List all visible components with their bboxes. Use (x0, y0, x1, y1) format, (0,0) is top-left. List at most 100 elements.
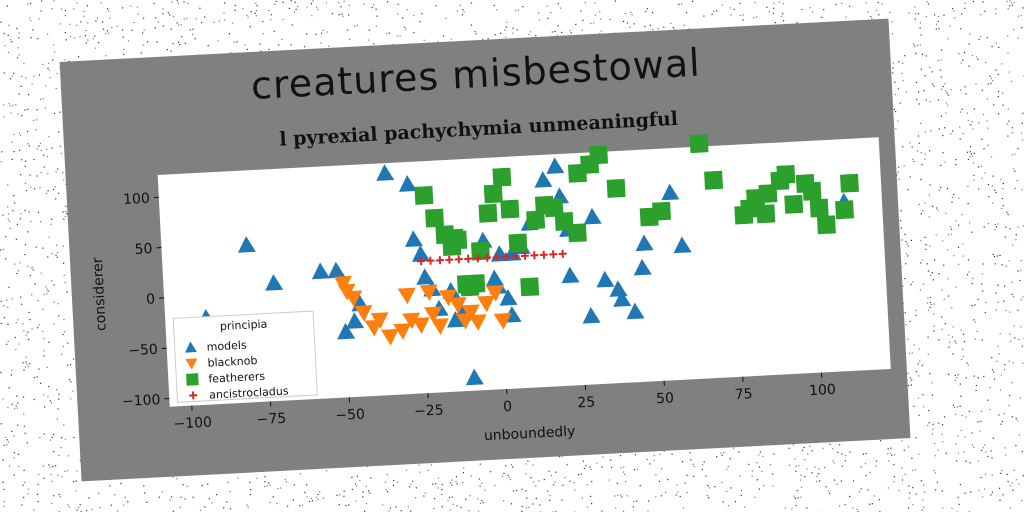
point-models (311, 262, 330, 280)
legend-marker-featherers (186, 373, 199, 386)
point-ancistrocladus (426, 256, 435, 265)
point-ancistrocladus (558, 249, 567, 258)
point-blacknob (397, 287, 416, 305)
point-models (596, 270, 615, 288)
point-models (327, 261, 346, 279)
figure-panel: creatures misbestowal l pyrexial pachych… (59, 18, 911, 482)
point-models (237, 236, 256, 253)
point-models (376, 164, 395, 181)
point-featherers (756, 204, 776, 224)
point-models (613, 290, 632, 307)
point-models (499, 289, 518, 306)
point-featherers (492, 167, 512, 187)
point-blacknob (411, 317, 430, 334)
x-tick-label: 100 (809, 382, 837, 399)
point-blacknob (402, 312, 421, 330)
legend: principia modelsblacknobfeatherersancist… (172, 310, 318, 403)
point-models (416, 268, 435, 285)
point-featherers (483, 184, 503, 204)
point-blacknob (477, 295, 495, 313)
point-models (583, 207, 602, 225)
point-featherers (456, 274, 476, 294)
point-ancistrocladus (473, 254, 482, 263)
y-tick-label: −100 (122, 392, 161, 410)
point-models (561, 266, 580, 284)
point-blacknob (423, 306, 442, 324)
x-tick-label: 0 (503, 399, 513, 415)
point-models (673, 236, 692, 254)
point-blacknob (370, 312, 389, 329)
point-featherers (567, 223, 587, 243)
y-axis-label: considerer (90, 257, 110, 332)
point-featherers (835, 200, 855, 220)
point-featherers (606, 178, 626, 198)
point-blacknob (430, 318, 449, 335)
point-featherers (425, 208, 445, 228)
legend-label-blacknob: blacknob (207, 354, 258, 370)
legend-marker-blacknob (185, 358, 198, 370)
point-featherers (704, 170, 724, 190)
point-models (635, 234, 654, 252)
legend-label-featherers: featherers (208, 370, 266, 386)
point-featherers (544, 198, 564, 218)
point-blacknob (333, 275, 352, 293)
point-models (346, 312, 365, 329)
point-featherers (809, 198, 829, 218)
point-blacknob (354, 305, 373, 322)
point-featherers (589, 145, 609, 165)
point-featherers (445, 228, 465, 248)
point-models (412, 245, 431, 262)
point-featherers (689, 134, 709, 154)
point-featherers (840, 173, 859, 193)
x-tick-label: 75 (734, 386, 753, 403)
point-blacknob (461, 304, 480, 322)
point-blacknob (485, 285, 504, 302)
point-models (626, 302, 645, 320)
point-featherers (414, 185, 434, 205)
point-blacknob (493, 312, 512, 330)
legend-marker-ancistrocladus (189, 391, 198, 400)
y-tick-label: 100 (123, 191, 151, 208)
legend-title: principia (220, 318, 268, 333)
point-ancistrocladus (501, 252, 511, 261)
point-models (465, 368, 484, 386)
point-models (534, 171, 553, 188)
point-ancistrocladus (511, 252, 520, 261)
y-tick-label: 0 (146, 291, 156, 307)
legend-label-ancistrocladus: ancistrocladus (209, 384, 289, 401)
x-axis-label: unboundedly (484, 424, 576, 445)
point-blacknob (468, 314, 487, 331)
point-featherers (802, 181, 822, 201)
x-tick-label: −50 (335, 407, 365, 425)
point-featherers (500, 199, 520, 219)
y-tick-label: 50 (134, 241, 153, 258)
point-ancistrocladus (520, 251, 529, 260)
legend-marker-models (184, 341, 197, 353)
point-ancistrocladus (454, 255, 463, 264)
point-featherers (816, 215, 836, 235)
point-ancistrocladus (530, 251, 539, 260)
point-ancistrocladus (464, 254, 473, 263)
point-models (633, 258, 652, 276)
point-featherers (508, 233, 528, 253)
point-models (404, 230, 423, 248)
x-tick-label: 50 (656, 390, 675, 407)
x-tick-label: −75 (256, 411, 286, 429)
point-ancistrocladus (445, 255, 454, 264)
legend-label-models: models (206, 339, 247, 354)
point-featherers (520, 277, 540, 297)
x-tick-label: −100 (173, 415, 212, 433)
point-models (337, 322, 356, 340)
point-ancistrocladus (549, 250, 558, 259)
point-blacknob (438, 289, 457, 307)
point-featherers (478, 203, 498, 223)
point-ancistrocladus (539, 250, 548, 259)
point-blacknob (380, 328, 399, 346)
legend-box (172, 310, 318, 403)
point-models (265, 274, 284, 291)
point-models (398, 175, 417, 192)
point-ancistrocladus (492, 253, 501, 262)
point-featherers (776, 164, 796, 184)
point-models (661, 183, 680, 201)
point-models (546, 157, 565, 174)
